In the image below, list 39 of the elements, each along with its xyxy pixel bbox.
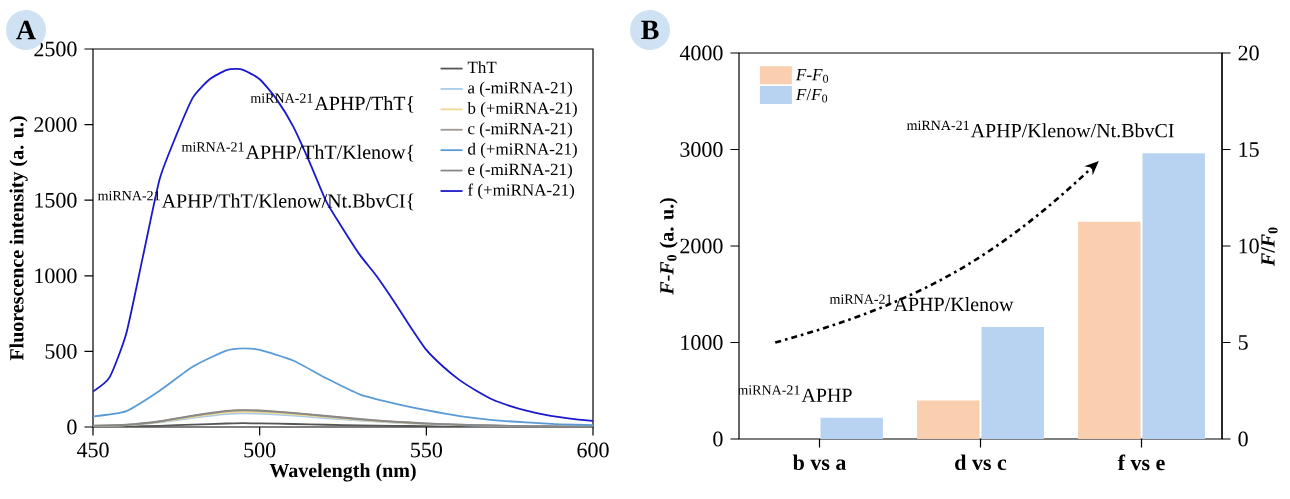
legend-label: a (-miRNA-21) [468, 81, 572, 97]
y-tick-label: 0 [67, 419, 77, 435]
x-tick-label: 550 [411, 442, 442, 458]
x-tick-label: d vs c [955, 454, 1007, 471]
legend-label: f (+miRNA-21) [467, 183, 575, 200]
y-tick-label: 1000 [681, 335, 723, 350]
x-tick-label: 450 [76, 442, 109, 458]
text: B [641, 20, 659, 40]
y-tick-label: 500 [45, 343, 77, 359]
legend-label: ThT [467, 61, 497, 73]
x-axis-title: Wavelength (nm) [269, 463, 416, 482]
legend-label: b (+miRNA-21) [467, 101, 577, 118]
y-tick-label: 0 [713, 431, 723, 447]
legend-label: F-F$_{0}$ [795, 69, 829, 83]
y-tick-label: 2000 [34, 117, 77, 133]
y2-tick-label: 10 [1239, 238, 1259, 254]
x-tick-label: f vs e [1117, 454, 1165, 471]
legend-label: F/F$_{0}$ [795, 88, 828, 103]
legend-label: c (-miRNA-21) [468, 122, 572, 138]
y2-tick-label: 5 [1238, 335, 1248, 350]
y-tick-label: 3000 [680, 142, 723, 157]
y2-tick-label: 15 [1239, 142, 1259, 157]
y-tick-label: 2000 [680, 238, 723, 254]
x-tick-label: 500 [244, 442, 276, 458]
y-axis-title: Fluorescence intensity (a. u.) [9, 116, 28, 361]
x-tick-label: b vs a [792, 454, 847, 471]
annotation: $^{miRNA-21}$APHP/Klenow/Nt.BbvCI [906, 120, 1174, 138]
y-tick-label: 4000 [679, 45, 723, 61]
legend-label: e (-miRNA-21) [468, 163, 572, 179]
legend-label: d (+miRNA-21) [468, 142, 577, 159]
annotation: $^{miRNA-21}$APHP/Klenow [829, 294, 1014, 312]
y-tick-label: 1000 [35, 268, 77, 284]
text: A [16, 20, 36, 40]
y2-tick-label: 0 [1238, 431, 1248, 447]
x-tick-label: 600 [577, 442, 609, 458]
y-axis-title: F-F$_{0}$ (a. u.) [659, 198, 678, 295]
y2-tick-label: 20 [1238, 45, 1259, 61]
y-tick-label: 1500 [35, 192, 77, 208]
y-tick-label: 2500 [34, 41, 77, 57]
